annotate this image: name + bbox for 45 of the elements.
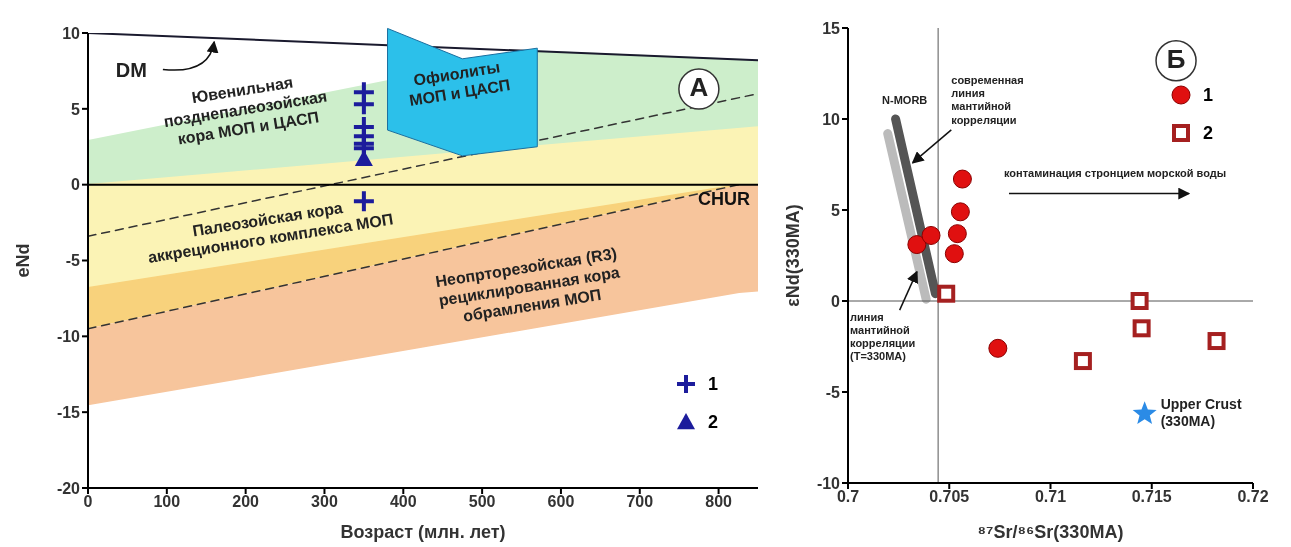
legend-label: 2 — [1202, 122, 1213, 144]
x-tick-label: 0.705 — [929, 488, 970, 506]
ref-line-label: CHUR — [698, 189, 750, 210]
y-tick-label: 0 — [71, 176, 81, 194]
x-axis-title: ⁸⁷Sr/⁸⁶Sr(330MA) — [977, 522, 1124, 542]
x-tick-label: 600 — [547, 493, 575, 511]
y-tick-label: 5 — [71, 100, 81, 118]
y-tick-label: 0 — [831, 292, 841, 310]
x-tick-label: 800 — [705, 493, 733, 511]
legend-label: 2 — [707, 411, 718, 433]
y-tick-label: -5 — [825, 383, 841, 401]
x-tick-label: 700 — [626, 493, 654, 511]
x-tick-label: 0.7 — [836, 488, 860, 506]
annotation: А — [689, 71, 709, 102]
x-tick-label: 300 — [311, 493, 338, 511]
y-axis-title: εNd(330MA) — [783, 204, 804, 307]
y-tick-label: 10 — [822, 110, 841, 128]
x-tick-label: 100 — [153, 493, 181, 511]
annotation: современная линия мантийной корреляции — [951, 73, 1024, 126]
annotation: Палеозойская кора аккреционного комплекса МОП — [146, 199, 395, 267]
annotation: Upper Crust (330MA) — [1160, 396, 1242, 429]
y-tick-label: -10 — [56, 328, 81, 346]
annotation: контаминация стронцием морской воды — [1003, 166, 1227, 179]
legend-label: 1 — [707, 373, 718, 395]
x-tick-label: 0.71 — [1034, 488, 1067, 506]
x-tick-label: 0.715 — [1131, 488, 1172, 506]
y-axis-title: eNd — [13, 243, 34, 278]
y-tick-label: -15 — [56, 403, 81, 421]
annotation: Б — [1166, 43, 1186, 74]
annotation: линия мантийной корреляции (T=330MA) — [850, 310, 916, 363]
y-tick-label: 15 — [822, 19, 841, 37]
y-tick-label: 10 — [62, 24, 81, 42]
x-tick-label: 200 — [232, 493, 260, 511]
x-tick-label: 500 — [468, 493, 496, 511]
annotation: DM — [115, 59, 147, 82]
x-tick-label: 0.72 — [1237, 488, 1269, 506]
x-tick-label: 0 — [83, 493, 93, 511]
x-tick-label: 400 — [389, 493, 417, 511]
y-tick-label: -20 — [56, 479, 81, 497]
annotation: N-MORB — [882, 93, 928, 106]
annotation: Офиолиты МОП и ЦАСП — [408, 58, 512, 110]
y-tick-label: -5 — [65, 252, 81, 270]
y-tick-label: 5 — [831, 201, 841, 219]
legend-label: 1 — [1202, 84, 1213, 106]
x-axis-title: Возраст (млн. лет) — [340, 522, 506, 542]
